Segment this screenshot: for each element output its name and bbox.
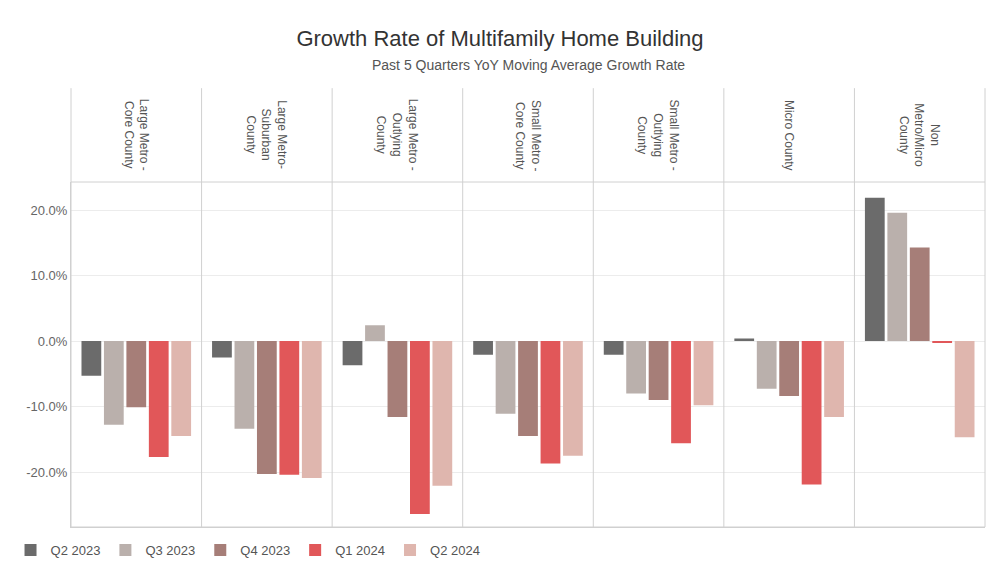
svg-text:Past 5 Quarters YoY Moving Ave: Past 5 Quarters YoY Moving Average Growt… [372, 57, 685, 73]
svg-text:Small Metro -Core County: Small Metro -Core County [513, 100, 543, 171]
svg-text:Large Metro -Core County: Large Metro -Core County [122, 99, 152, 171]
svg-text:Q1 2024: Q1 2024 [335, 543, 385, 558]
svg-text:-10.0%: -10.0% [26, 399, 68, 414]
svg-text:-20.0%: -20.0% [26, 465, 68, 480]
svg-text:10.0%: 10.0% [31, 268, 68, 283]
svg-text:Growth Rate of Multifamily Hom: Growth Rate of Multifamily Home Building [296, 26, 703, 51]
svg-text:Large Metro -OutlyingCounty: Large Metro -OutlyingCounty [374, 99, 419, 171]
svg-text:Small Metro -OutlyingCounty: Small Metro -OutlyingCounty [635, 100, 680, 171]
svg-text:20.0%: 20.0% [31, 203, 68, 218]
svg-text:NonMetro/MicroCounty: NonMetro/MicroCounty [897, 103, 942, 167]
svg-text:Q2 2023: Q2 2023 [51, 543, 101, 558]
svg-text:Q2 2024: Q2 2024 [430, 543, 480, 558]
svg-text:Q3 2023: Q3 2023 [145, 543, 195, 558]
svg-text:Q4 2023: Q4 2023 [240, 543, 290, 558]
svg-text:Large Metro-SuburbanCounty: Large Metro-SuburbanCounty [244, 100, 289, 169]
svg-text:Micro County: Micro County [782, 100, 796, 171]
svg-text:0.0%: 0.0% [38, 334, 68, 349]
